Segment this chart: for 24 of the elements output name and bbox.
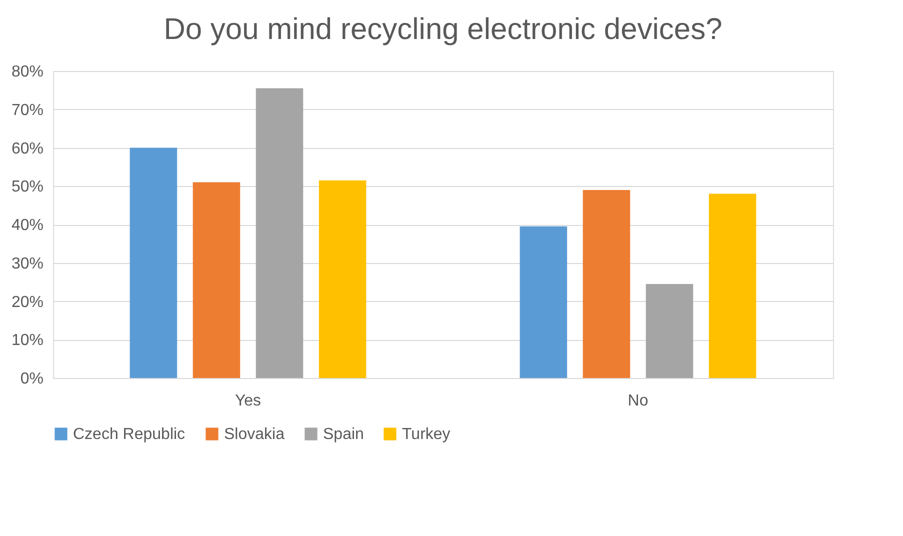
legend-label: Slovakia xyxy=(224,426,285,443)
y-tick-label: 0% xyxy=(20,370,44,388)
y-tick-label: 80% xyxy=(11,64,44,80)
x-tick-label: Yes xyxy=(234,392,262,410)
bar xyxy=(520,226,568,378)
x-tick-label: No xyxy=(628,392,648,410)
bar xyxy=(130,148,178,378)
legend-label: Czech Republic xyxy=(73,426,186,443)
y-tick-label: 30% xyxy=(11,255,44,272)
y-tick-label: 50% xyxy=(11,178,44,196)
y-tick-label: 60% xyxy=(11,140,44,158)
y-tick-label: 10% xyxy=(11,332,44,350)
chart-title: Do you mind recycling electronic devices? xyxy=(164,13,722,46)
bar xyxy=(708,194,756,378)
legend-label: Spain xyxy=(323,426,364,443)
bar xyxy=(646,284,694,378)
y-tick-label: 20% xyxy=(11,294,44,311)
bar xyxy=(582,190,630,378)
legend-label: Turkey xyxy=(402,426,450,443)
bar xyxy=(256,88,304,378)
bar xyxy=(192,182,240,378)
bar xyxy=(318,180,366,378)
y-tick-label: 70% xyxy=(11,102,44,119)
y-tick-label: 40% xyxy=(11,217,44,234)
